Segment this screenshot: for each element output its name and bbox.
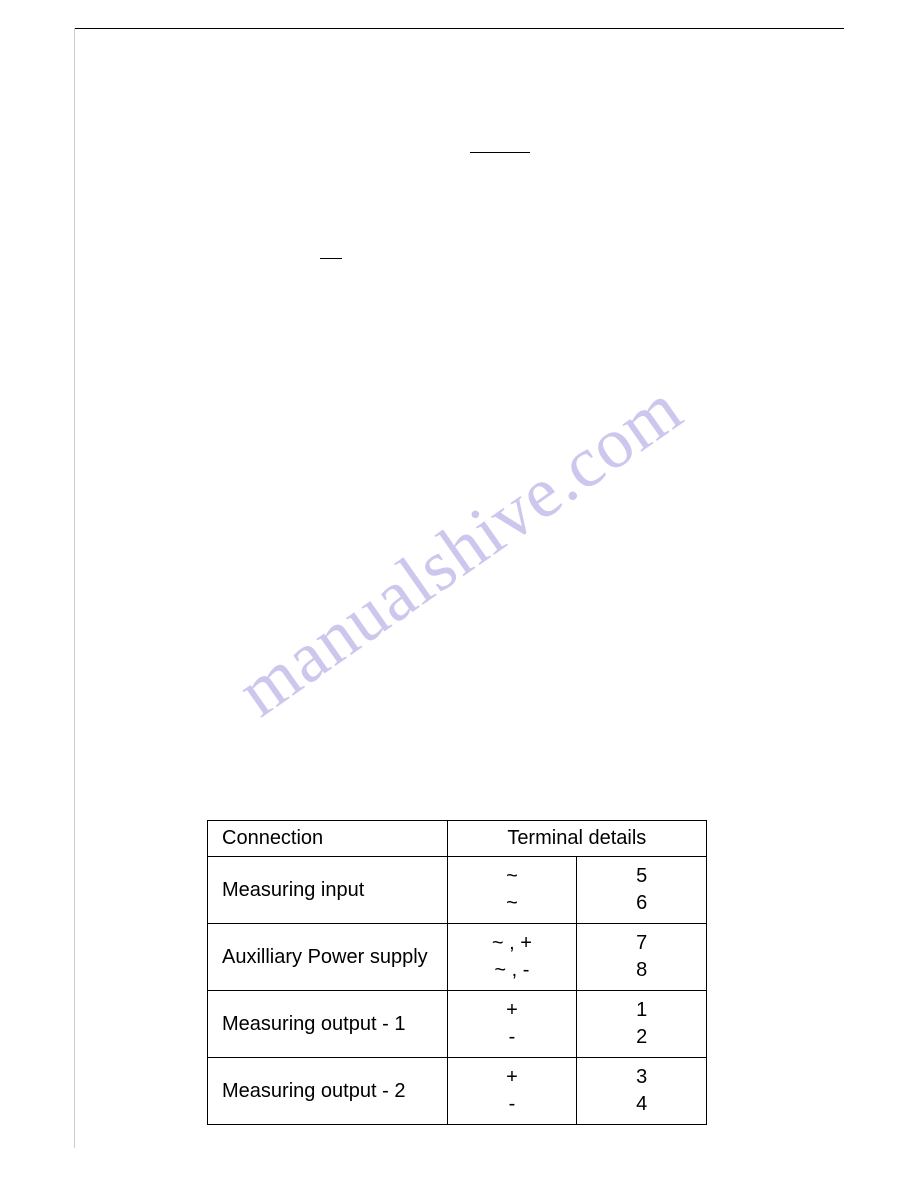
number-line: 3 [636, 1066, 647, 1088]
symbol-cell: ~ , + ~ , - [447, 924, 577, 991]
watermark-text: manualshive.com [223, 367, 697, 734]
number-line: 1 [636, 999, 647, 1021]
connection-cell: Measuring input [208, 857, 448, 924]
symbol-line: + [506, 1066, 518, 1088]
table-row: Auxilliary Power supply ~ , + ~ , - 7 8 [208, 924, 707, 991]
number-cell: 7 8 [577, 924, 707, 991]
table-row: Measuring output - 2 + - 3 4 [208, 1058, 707, 1125]
header-connection: Connection [208, 821, 448, 857]
top-horizontal-rule [74, 28, 844, 29]
symbol-cell: ~ ~ [447, 857, 577, 924]
small-rule-upper [470, 152, 530, 153]
number-line: 2 [636, 1026, 647, 1048]
number-line: 7 [636, 932, 647, 954]
number-line: 4 [636, 1093, 647, 1115]
terminal-details-table: Connection Terminal details Measuring in… [207, 820, 707, 1125]
symbol-cell: + - [447, 991, 577, 1058]
symbol-line: + [506, 999, 518, 1021]
symbol-line: ~ [506, 892, 518, 914]
header-terminal-details: Terminal details [447, 821, 706, 857]
table-row: Measuring input ~ ~ 5 6 [208, 857, 707, 924]
symbol-line: ~ [506, 865, 518, 887]
symbol-line: - [509, 1093, 516, 1115]
number-line: 6 [636, 892, 647, 914]
table-row: Measuring output - 1 + - 1 2 [208, 991, 707, 1058]
symbol-cell: + - [447, 1058, 577, 1125]
number-cell: 5 6 [577, 857, 707, 924]
connection-cell: Measuring output - 1 [208, 991, 448, 1058]
number-cell: 3 4 [577, 1058, 707, 1125]
symbol-line: ~ , - [494, 959, 529, 981]
small-rule-lower [320, 258, 342, 259]
symbol-line: ~ , + [492, 932, 532, 954]
number-line: 5 [636, 865, 647, 887]
number-line: 8 [636, 959, 647, 981]
left-vertical-rule [74, 28, 75, 1148]
connection-cell: Auxilliary Power supply [208, 924, 448, 991]
table-header-row: Connection Terminal details [208, 821, 707, 857]
symbol-line: - [509, 1026, 516, 1048]
number-cell: 1 2 [577, 991, 707, 1058]
connection-cell: Measuring output - 2 [208, 1058, 448, 1125]
